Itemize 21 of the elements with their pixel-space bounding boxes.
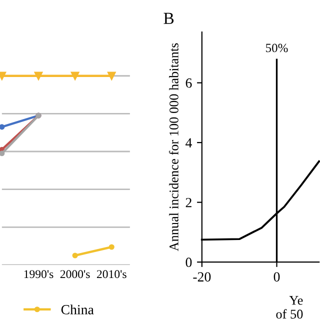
point: [0, 150, 5, 156]
x-tick-label: -20: [193, 272, 211, 282]
annotation: 50%: [266, 44, 288, 52]
point: [108, 244, 114, 250]
y-tick-label: 6: [186, 78, 192, 88]
y-tick-label: 0: [186, 258, 192, 268]
x-tick-label: 2010's: [96, 270, 126, 278]
point: [107, 72, 116, 80]
x-tick-label: 1990's: [24, 270, 54, 278]
y-axis-title: Annual incidence for 100 000 habitants: [168, 43, 178, 252]
x-tick-label: 2000's: [60, 270, 90, 278]
point: [0, 124, 5, 130]
legend-label: China: [61, 304, 94, 314]
y-tick-label: 4: [186, 138, 192, 148]
point: [70, 72, 80, 80]
x-tick-label: 0: [274, 272, 280, 282]
x-axis-title: Ye of 50: [276, 296, 303, 319]
point: [72, 252, 78, 258]
y-tick-label: 2: [186, 198, 192, 208]
point: [34, 72, 43, 80]
chart-title: B: [164, 12, 174, 24]
